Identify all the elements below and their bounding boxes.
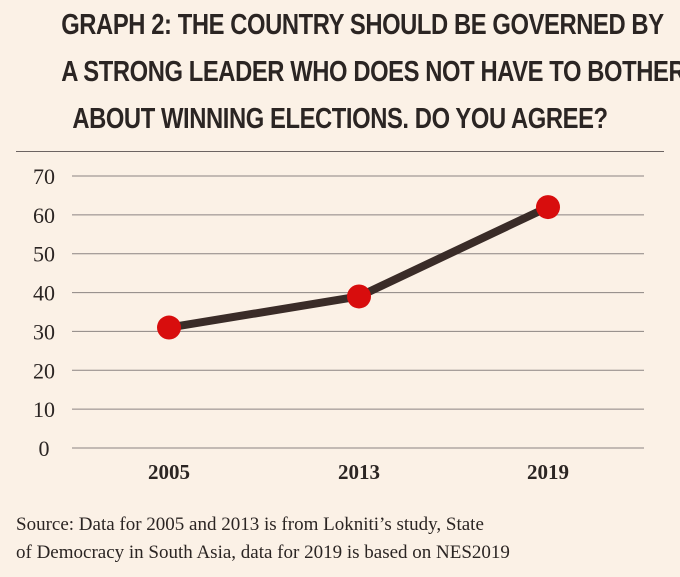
y-tick-label-40: 40 <box>33 281 55 306</box>
line-chart: 0 10 20 30 40 50 60 70 2005 2013 2019 <box>33 164 644 484</box>
data-point-2019 <box>536 195 560 220</box>
title-line-2: A STRONG LEADER WHO DOES NOT HAVE TO BOT… <box>61 56 680 88</box>
title-line-3: ABOUT WINNING ELECTIONS. DO YOU AGREE? <box>72 103 608 135</box>
x-tick-label-2019: 2019 <box>527 460 569 484</box>
y-tick-label-10: 10 <box>33 397 55 422</box>
data-point-2005 <box>157 315 181 340</box>
y-tick-label-60: 60 <box>33 203 55 228</box>
title-divider <box>16 151 664 152</box>
source-line-1: Source: Data for 2005 and 2013 is from L… <box>16 514 484 535</box>
x-tick-label-2005: 2005 <box>148 460 190 484</box>
y-tick-label-70: 70 <box>33 164 55 189</box>
title-line-1: GRAPH 2: THE COUNTRY SHOULD BE GOVERNED … <box>61 9 664 41</box>
y-tick-label-30: 30 <box>33 319 55 344</box>
source-note: Source: Data for 2005 and 2013 is from L… <box>16 511 676 567</box>
x-tick-label-2013: 2013 <box>338 460 380 484</box>
y-tick-label-20: 20 <box>33 358 55 383</box>
y-tick-label-50: 50 <box>33 242 55 267</box>
data-point-2013 <box>347 284 371 309</box>
source-line-2: of Democracy in South Asia, data for 201… <box>16 542 510 563</box>
y-tick-label-0: 0 <box>39 436 50 461</box>
chart-title: GRAPH 2: THE COUNTRY SHOULD BE GOVERNED … <box>61 2 680 143</box>
series-line-0 <box>165 203 552 332</box>
